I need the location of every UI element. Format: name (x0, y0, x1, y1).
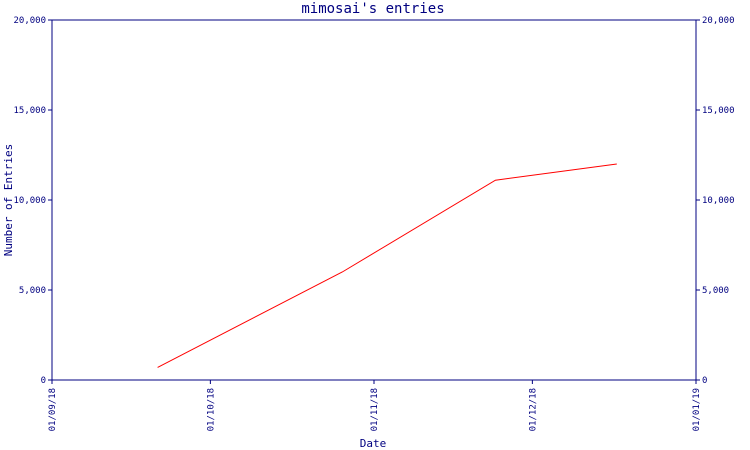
plot-frame (51, 19, 697, 381)
x-tick-label: 01/10/18 (206, 388, 216, 431)
y-tick-label-right: 5,000 (702, 286, 729, 296)
y-tick-label-right: 0 (702, 376, 707, 386)
x-tick-label: 01/12/18 (528, 388, 538, 431)
y-tick-label-left: 5,000 (19, 286, 46, 296)
y-tick-label-left: 0 (41, 376, 46, 386)
x-axis: 01/09/18 01/10/18 01/11/18 01/12/18 01/01/19 (48, 380, 702, 431)
chart-title: mimosai's entries (301, 1, 444, 17)
y-axis-label: Number of Entries (2, 144, 15, 257)
y-tick-label-right: 20,000 (702, 16, 735, 26)
x-tick-label: 01/01/19 (692, 388, 702, 431)
y-tick-label-left: 10,000 (13, 196, 46, 206)
x-axis-label: Date (360, 437, 387, 450)
x-tick-label: 01/11/18 (370, 388, 380, 431)
series-line (157, 163, 617, 368)
y-axis-left: 0 5,000 10,000 15,000 20,000 (13, 16, 52, 386)
y-axis-right: 0 5,000 10,000 15,000 20,000 (696, 16, 735, 386)
y-tick-label-right: 10,000 (702, 196, 735, 206)
y-tick-label-left: 15,000 (13, 106, 46, 116)
series-layer (157, 163, 617, 368)
y-tick-label-left: 20,000 (13, 16, 46, 26)
y-tick-label-right: 15,000 (702, 106, 735, 116)
x-tick-label: 01/09/18 (48, 388, 58, 431)
